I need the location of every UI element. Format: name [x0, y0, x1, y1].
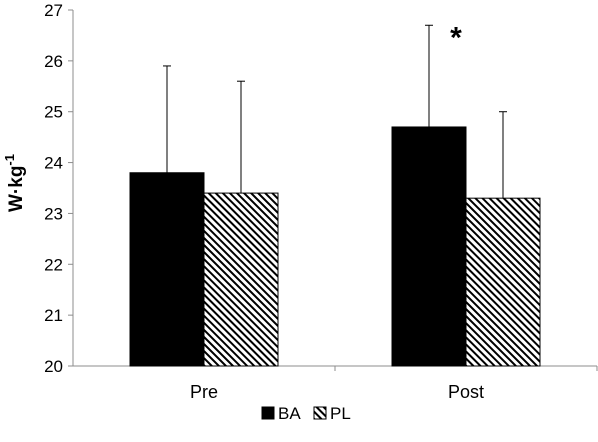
bar-pl-pre	[203, 192, 279, 367]
y-tick-label: 21	[44, 306, 63, 325]
bar-pl-post	[465, 197, 541, 367]
annotations: *	[450, 21, 462, 54]
x-tick-label: Pre	[190, 382, 218, 402]
legend-label-pl: PL	[330, 404, 351, 423]
y-axis-label-superscript: -1	[2, 154, 17, 166]
y-tick-label: 24	[44, 154, 63, 173]
y-tick-label: 23	[44, 204, 63, 223]
legend-swatch-pl	[313, 406, 327, 420]
y-tick-label: 20	[44, 357, 63, 376]
bar-ba-post	[391, 126, 467, 367]
y-tick-label: 27	[44, 1, 63, 20]
y-tick-label: 22	[44, 255, 63, 274]
error-bars	[163, 24, 507, 199]
x-tick-label: Post	[448, 382, 484, 402]
y-axis-label: W·kg-1	[2, 154, 27, 212]
legend-swatch-ba	[261, 406, 275, 420]
significance-marker: *	[450, 21, 462, 54]
bar-ba-pre	[129, 172, 205, 367]
y-tick-label: 25	[44, 103, 63, 122]
bars	[129, 126, 541, 367]
y-axis-title: W·kg-1	[2, 154, 27, 212]
y-tick-label: 26	[44, 52, 63, 71]
legend: BA PL	[261, 404, 351, 423]
legend-label-ba: BA	[278, 404, 301, 423]
